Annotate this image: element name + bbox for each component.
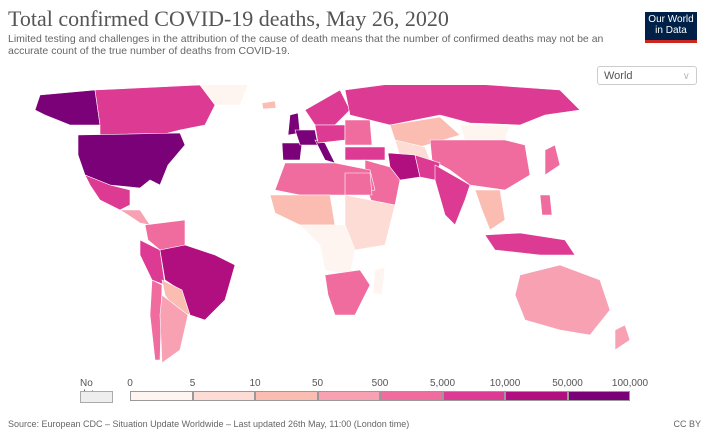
world-map — [34, 85, 631, 364]
legend-tick-label: 10 — [249, 378, 261, 389]
country-chile — [149, 279, 163, 361]
chart-subtitle: Limited testing and challenges in the at… — [8, 33, 604, 57]
legend-bin[interactable] — [192, 391, 255, 401]
legend-bin[interactable] — [130, 391, 193, 401]
country-central-africa — [299, 224, 356, 276]
region-select-value: World — [604, 70, 633, 82]
owid-logo[interactable]: Our World in Data — [645, 12, 697, 43]
country-south-africa — [324, 269, 371, 316]
country-egypt — [344, 172, 373, 196]
legend-bin[interactable] — [317, 391, 380, 401]
country-central-america — [118, 209, 151, 226]
legend-tick-label: 500 — [371, 378, 389, 389]
country-southeast-asia — [474, 189, 506, 231]
country-new-zealand — [614, 324, 631, 351]
country-usa — [77, 132, 186, 189]
country-mongolia — [459, 124, 511, 141]
legend-tick-label: 5,000 — [429, 378, 456, 389]
country-russia — [344, 85, 581, 126]
legend-tick-label: 50,000 — [552, 378, 583, 389]
country-madagascar — [372, 266, 386, 296]
legend-tick-label: 0 — [127, 378, 133, 389]
legend-no-data-swatch — [80, 391, 113, 403]
country-india — [434, 164, 471, 226]
chart-title: Total confirmed COVID-19 deaths, May 26,… — [8, 6, 449, 31]
country-indonesia — [484, 232, 576, 256]
legend-tick-label: 100,000 — [611, 378, 649, 389]
legend-bin[interactable] — [380, 391, 443, 401]
country-argentina — [159, 294, 189, 364]
country-scandinavia — [304, 89, 351, 126]
logo-line-1: Our World — [648, 14, 694, 25]
legend-tick-label: 10,000 — [489, 378, 521, 389]
license-link[interactable]: CC BY — [673, 419, 701, 429]
country-turkey — [344, 146, 386, 161]
legend-bin[interactable] — [505, 391, 568, 401]
country-italy — [314, 139, 336, 164]
source-note: Source: European CDC – Situation Update … — [8, 419, 410, 429]
legend-tick-label: 50 — [311, 378, 324, 389]
chevron-down-icon: ∨ — [682, 71, 690, 82]
legend-bin[interactable] — [255, 391, 318, 401]
legend-bin[interactable] — [442, 391, 505, 401]
logo-line-2: in Data — [655, 25, 687, 36]
country-central-europe — [314, 124, 346, 144]
country-spain — [281, 142, 303, 161]
country-greenland — [199, 85, 249, 106]
country-iran — [387, 152, 421, 181]
country-australia — [514, 264, 611, 336]
country-alaska — [34, 89, 101, 126]
country-mexico — [84, 174, 131, 211]
country-east-africa — [344, 194, 396, 251]
country-japan — [544, 144, 561, 176]
country-canada — [94, 85, 216, 136]
country-iceland — [261, 100, 277, 110]
legend-bin[interactable] — [567, 391, 630, 401]
country-philippines — [539, 194, 553, 216]
region-select[interactable]: World ∨ — [597, 66, 697, 85]
legend-tick-label: 5 — [189, 378, 196, 389]
country-china — [429, 139, 531, 191]
country-west-africa — [269, 194, 336, 226]
country-peru — [139, 239, 166, 286]
country-eastern-europe — [344, 119, 373, 146]
